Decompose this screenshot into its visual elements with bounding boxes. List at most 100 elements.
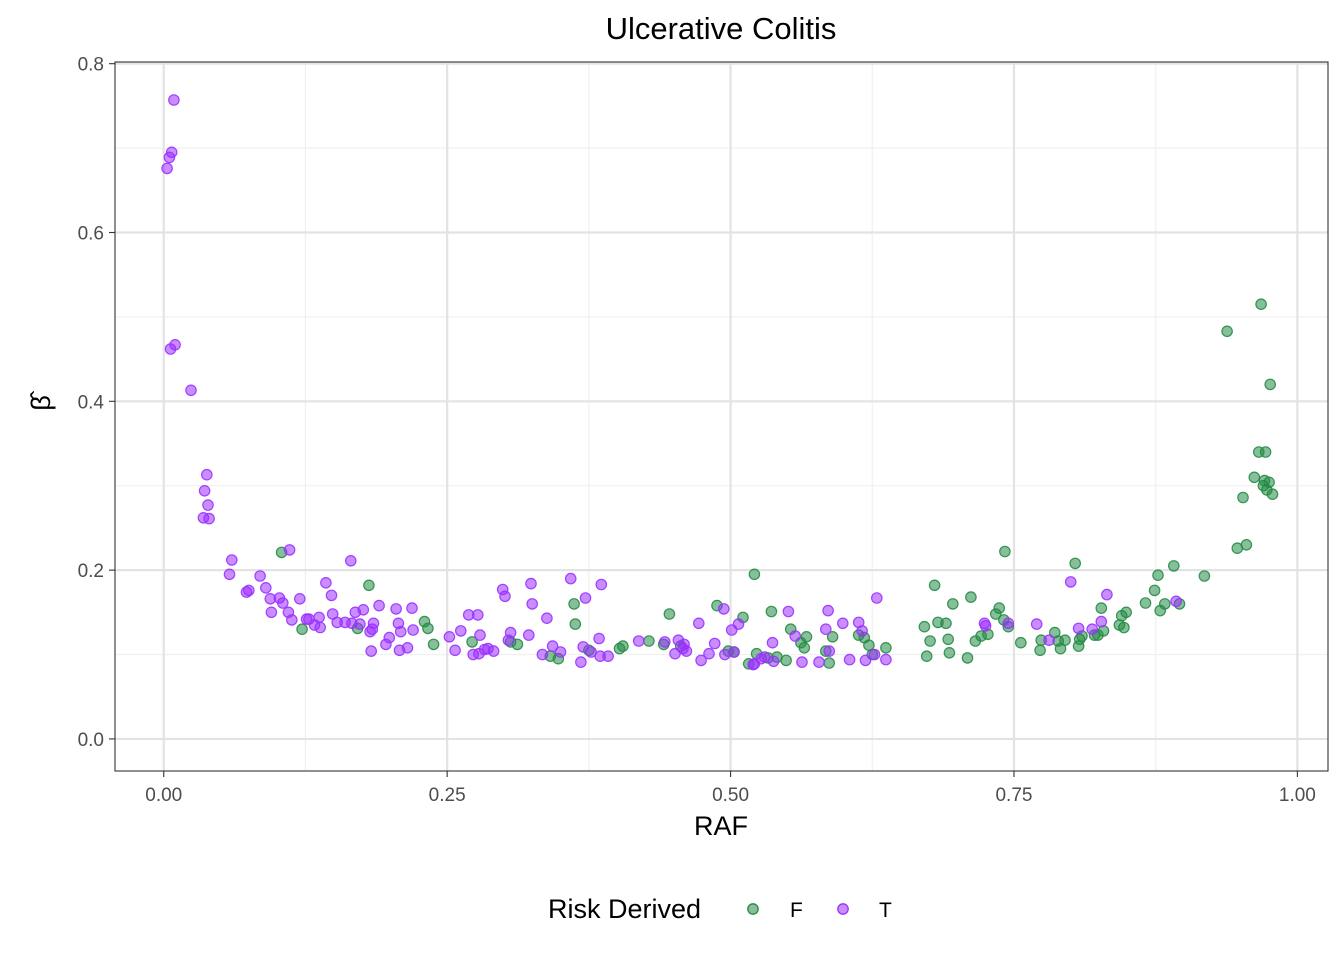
data-point bbox=[1221, 325, 1233, 338]
data-point bbox=[993, 602, 1005, 614]
data-point bbox=[454, 625, 467, 637]
x-tick-label: 0.25 bbox=[429, 785, 466, 806]
legend: Risk Derived F T bbox=[548, 894, 892, 924]
data-point bbox=[579, 592, 592, 604]
data-point bbox=[859, 654, 872, 667]
data-point bbox=[823, 657, 835, 669]
data-point bbox=[474, 629, 486, 641]
data-point bbox=[880, 653, 892, 666]
data-point bbox=[1170, 595, 1182, 608]
data-point bbox=[979, 619, 992, 632]
data-point bbox=[314, 621, 326, 634]
data-point bbox=[669, 647, 681, 660]
data-point bbox=[406, 602, 418, 614]
data-point bbox=[165, 146, 178, 159]
data-point bbox=[823, 645, 835, 657]
data-point bbox=[595, 578, 608, 591]
data-point bbox=[185, 384, 197, 397]
data-point bbox=[796, 656, 808, 668]
data-point bbox=[767, 655, 780, 668]
data-point bbox=[564, 572, 577, 585]
data-point bbox=[283, 544, 296, 556]
data-point bbox=[1101, 588, 1113, 601]
data-point bbox=[1072, 622, 1085, 635]
data-point bbox=[920, 650, 933, 662]
data-point bbox=[568, 598, 580, 610]
data-point bbox=[554, 646, 567, 658]
data-point bbox=[800, 630, 813, 643]
data-point bbox=[394, 625, 407, 638]
data-point bbox=[203, 512, 215, 525]
data-point bbox=[1168, 560, 1180, 572]
data-point bbox=[1266, 488, 1279, 500]
data-point bbox=[522, 629, 535, 641]
data-point bbox=[226, 554, 238, 566]
data-point bbox=[813, 656, 825, 668]
data-point bbox=[856, 625, 868, 637]
data-point bbox=[504, 626, 517, 639]
data-point bbox=[692, 617, 705, 630]
data-point bbox=[357, 603, 370, 616]
data-point bbox=[1064, 576, 1077, 588]
series-t bbox=[161, 94, 1182, 671]
data-point bbox=[1014, 636, 1027, 649]
data-point bbox=[942, 633, 954, 646]
data-point bbox=[169, 338, 181, 351]
data-point bbox=[325, 589, 338, 602]
data-point bbox=[928, 579, 941, 592]
data-point bbox=[243, 584, 255, 597]
data-point bbox=[643, 635, 655, 647]
data-point bbox=[999, 545, 1011, 558]
data-point bbox=[293, 592, 306, 605]
data-point bbox=[658, 636, 671, 648]
data-point bbox=[1263, 476, 1275, 489]
data-point bbox=[1069, 557, 1081, 570]
data-point bbox=[1198, 570, 1211, 582]
data-point bbox=[285, 614, 298, 626]
data-point bbox=[569, 618, 582, 630]
data-point bbox=[946, 598, 959, 610]
data-point bbox=[780, 654, 792, 667]
data-point bbox=[202, 499, 214, 511]
data-point bbox=[422, 622, 434, 635]
y-tick-label: 0.6 bbox=[78, 223, 104, 244]
data-point bbox=[390, 603, 402, 615]
legend-title: Risk Derived bbox=[548, 894, 701, 924]
data-point bbox=[868, 648, 881, 661]
data-point bbox=[367, 617, 380, 630]
data-point bbox=[383, 631, 396, 644]
data-point bbox=[407, 624, 419, 636]
data-point bbox=[254, 570, 266, 582]
data-point bbox=[766, 636, 779, 649]
legend-label-t: T bbox=[879, 899, 892, 922]
data-point bbox=[789, 630, 801, 642]
data-point bbox=[632, 635, 645, 647]
data-point bbox=[1139, 597, 1152, 609]
data-point bbox=[541, 612, 553, 624]
chart-title: Ulcerative Colitis bbox=[606, 11, 837, 46]
data-point bbox=[717, 603, 730, 615]
data-point bbox=[1237, 491, 1249, 504]
x-axis-title: RAF bbox=[694, 811, 748, 841]
data-point bbox=[870, 592, 883, 604]
data-point bbox=[1086, 623, 1098, 635]
data-point bbox=[536, 648, 549, 661]
data-point bbox=[1002, 617, 1015, 630]
y-tick-label: 0.0 bbox=[78, 730, 104, 751]
data-point bbox=[1152, 569, 1164, 581]
axes: 0.00 0.25 0.50 0.75 1.00 0.0 0.2 0.4 0.6 0.8 bbox=[78, 55, 1316, 806]
y-tick-label: 0.4 bbox=[78, 392, 105, 413]
data-point bbox=[363, 579, 375, 592]
data-point bbox=[201, 468, 213, 481]
data-point bbox=[443, 630, 456, 643]
y-tick-label: 0.2 bbox=[78, 561, 104, 582]
x-tick-label: 0.75 bbox=[995, 785, 1032, 806]
data-point bbox=[703, 647, 715, 660]
data-point bbox=[732, 618, 745, 630]
data-point bbox=[401, 641, 414, 654]
data-point bbox=[695, 654, 707, 667]
data-point bbox=[276, 597, 289, 609]
data-point bbox=[296, 623, 308, 635]
data-point bbox=[1118, 621, 1130, 634]
